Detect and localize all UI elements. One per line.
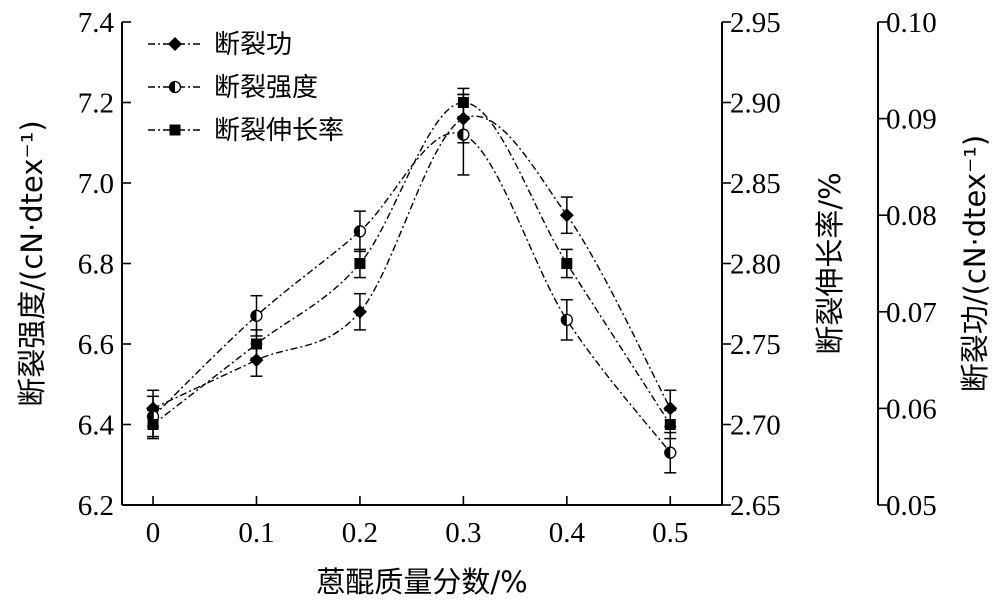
left-y-tick-label: 6.2 — [78, 490, 114, 522]
offset-right-y-tick-label: 0.08 — [886, 200, 937, 232]
right-axis-title: 断裂伸长率/% — [813, 172, 847, 354]
data-point — [457, 97, 469, 108]
x-tick-label: 0.2 — [342, 517, 378, 549]
x-tick-label: 0.5 — [652, 517, 688, 549]
x-axis-title: 蒽醌质量分数/% — [316, 565, 527, 599]
offset-right-y-tick-label: 0.05 — [886, 490, 937, 522]
data-point — [250, 309, 263, 322]
legend-item: 断裂伸长率 — [148, 116, 344, 146]
legend-item: 断裂功 — [148, 30, 292, 60]
data-point — [353, 225, 367, 238]
series-lines — [152, 101, 671, 454]
legend-item: 断裂强度 — [148, 73, 318, 103]
offset-right-axis-title: 断裂功/(cN·dtex⁻¹) — [958, 135, 992, 392]
left-y-tick-label: 7.4 — [78, 7, 115, 39]
series-line-2 — [152, 132, 671, 454]
legend-label: 断裂伸长率 — [214, 116, 344, 146]
data-point — [249, 353, 264, 368]
x-tick-label: 0.1 — [238, 517, 274, 549]
legend-marker — [169, 124, 181, 136]
right-y-tick-label: 2.95 — [730, 7, 781, 39]
data-point — [664, 446, 677, 459]
offset-right-y-tick-label: 0.06 — [886, 393, 937, 425]
data-point — [250, 338, 262, 350]
legend-marker — [168, 80, 182, 94]
left-y-tick-label: 6.6 — [78, 329, 114, 361]
offset-right-y-tick-label: 0.09 — [886, 104, 937, 136]
data-point — [147, 419, 159, 430]
data-point — [352, 304, 367, 319]
x-tick-label: 0.4 — [549, 517, 586, 549]
data-point — [561, 258, 573, 269]
legend-marker — [168, 37, 182, 51]
left-axis-title: 断裂强度/(cN·dtex⁻¹) — [15, 120, 49, 406]
right-y-tick-label: 2.65 — [730, 490, 781, 522]
data-point — [663, 401, 678, 416]
legend-label: 断裂功 — [214, 30, 292, 60]
right-y-tick-label: 2.90 — [730, 88, 781, 120]
data-point — [457, 128, 470, 141]
left-y-tick-label: 6.8 — [78, 249, 114, 281]
left-y-tick-label: 7.0 — [78, 168, 114, 200]
axes: 6.2 6.4 6.6 6.8 7.0 7.2 7.4 2.65 2.70 2.75 2.80 2.8… — [15, 7, 992, 599]
right-y-tick-label: 2.85 — [730, 168, 781, 200]
data-point — [354, 258, 366, 269]
left-y-tick-label: 7.2 — [78, 88, 114, 120]
series-markers — [146, 87, 678, 474]
right-y-tick-label: 2.75 — [730, 329, 781, 361]
x-tick-label: 0 — [146, 517, 161, 549]
offset-right-y-tick-label: 0.07 — [886, 297, 937, 329]
legend-label: 断裂强度 — [214, 73, 318, 103]
offset-right-y-tick-label: 0.10 — [886, 7, 937, 39]
data-point — [664, 419, 676, 430]
left-y-tick-label: 6.4 — [78, 410, 115, 442]
series-line-1 — [152, 115, 671, 410]
x-tick-label: 0.3 — [445, 517, 481, 549]
data-point — [560, 313, 573, 327]
series-line-3 — [152, 101, 671, 426]
right-y-tick-label: 2.70 — [730, 410, 781, 442]
right-y-tick-label: 2.80 — [730, 249, 781, 281]
data-point — [559, 208, 574, 223]
